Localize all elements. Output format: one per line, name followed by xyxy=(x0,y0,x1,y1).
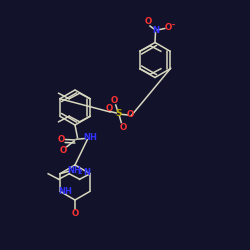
Text: 2: 2 xyxy=(77,170,82,175)
Text: O: O xyxy=(110,96,118,105)
Text: O: O xyxy=(60,146,67,155)
Text: NH: NH xyxy=(83,133,97,142)
Text: N: N xyxy=(84,168,91,177)
Text: O: O xyxy=(119,123,126,132)
Text: -: - xyxy=(171,21,174,30)
Text: O: O xyxy=(58,135,65,144)
Text: O: O xyxy=(144,17,152,26)
Text: O: O xyxy=(72,209,78,218)
Text: NH: NH xyxy=(58,187,72,196)
Text: O: O xyxy=(105,104,112,113)
Text: N: N xyxy=(152,26,159,35)
Text: S: S xyxy=(116,109,122,118)
Text: O: O xyxy=(127,110,134,119)
Text: O: O xyxy=(165,24,172,32)
Text: NH: NH xyxy=(68,166,82,175)
